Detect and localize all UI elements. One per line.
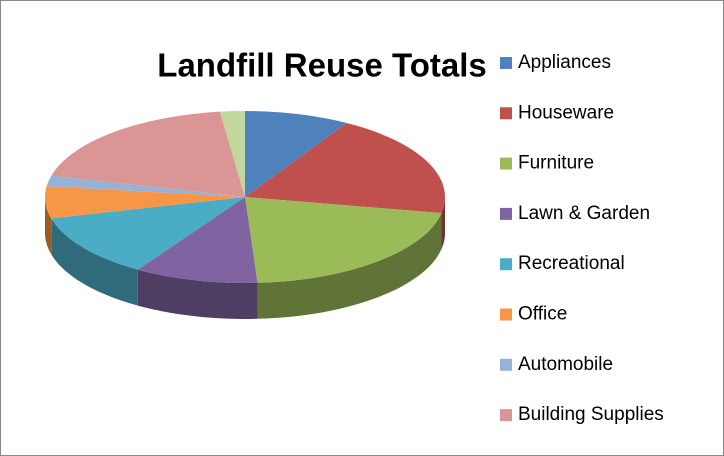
legend-label: Office	[518, 304, 567, 325]
slice-side	[51, 218, 138, 306]
legend-swatch	[500, 107, 512, 120]
slice-side	[441, 197, 445, 250]
legend-swatch	[500, 308, 512, 321]
legend-swatch	[500, 207, 512, 220]
slice	[219, 111, 245, 197]
slice	[245, 197, 442, 283]
slice-side	[257, 213, 442, 319]
slice	[245, 122, 445, 214]
legend-label: Houseware	[518, 102, 614, 123]
pie	[45, 111, 445, 319]
legend-swatch	[500, 358, 512, 371]
legend-label: Automobile	[518, 354, 613, 375]
legend-swatch	[500, 258, 512, 271]
legend-swatch	[500, 409, 512, 422]
legend-swatch	[500, 157, 512, 170]
slice	[137, 197, 258, 283]
legend-label: Building Supplies	[518, 404, 664, 425]
slice	[51, 111, 245, 197]
slice	[45, 186, 246, 219]
slice-side	[45, 197, 52, 255]
legend-label: Recreational	[518, 253, 625, 274]
slice	[51, 197, 245, 270]
chart-title: Landfill Reuse Totals	[157, 47, 486, 84]
legend: Appliances Houseware Furniture Lawn & Garde…	[500, 52, 664, 425]
legend-swatch	[500, 57, 512, 69]
legend-label: Furniture	[518, 153, 594, 174]
legend-label: Appliances	[518, 52, 611, 73]
slice	[245, 111, 347, 197]
legend-label: Lawn & Garden	[518, 203, 650, 224]
slice	[46, 175, 246, 197]
slice-side	[137, 269, 258, 319]
